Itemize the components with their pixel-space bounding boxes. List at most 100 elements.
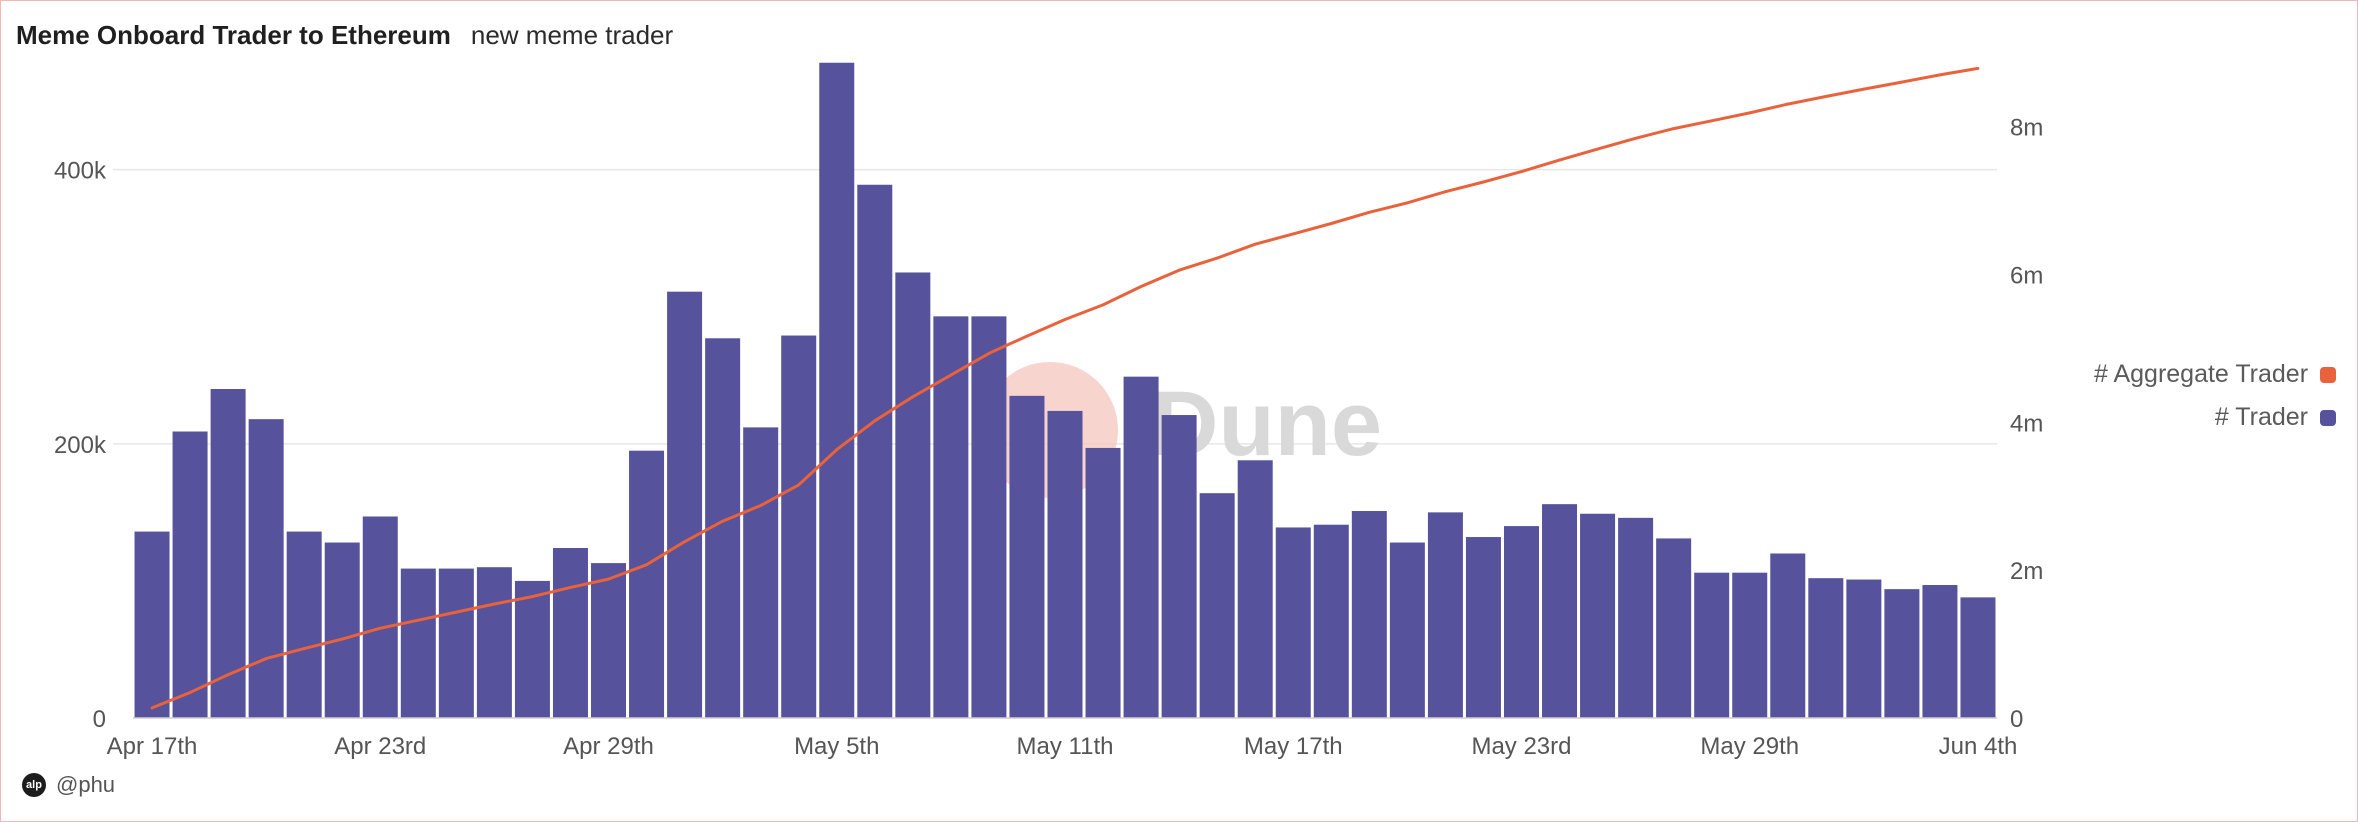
bar [514, 580, 550, 718]
line-point [1672, 127, 1676, 131]
line-point [873, 419, 877, 423]
line-point [531, 595, 534, 599]
line-point [1558, 158, 1561, 162]
y-right-tick-label: 8m [2010, 115, 2043, 142]
bar [1694, 572, 1730, 718]
bar [552, 548, 588, 718]
line-point [645, 563, 648, 567]
line-point [454, 610, 458, 614]
bar [1960, 597, 1996, 718]
bar [210, 389, 246, 718]
y-right-tick-label: 2m [2010, 558, 2043, 585]
bar-series [134, 62, 1996, 719]
author-avatar[interactable]: alp [22, 773, 46, 797]
axes: 0 200k 400k 0 2m 4m 6m 8m Apr 17th Apr 23rd Apr 29… [54, 115, 2043, 760]
bar [895, 272, 931, 718]
legend-swatch-trader [2320, 409, 2336, 426]
bar [1542, 504, 1578, 718]
y-right-tick-label: 6m [2010, 262, 2043, 289]
x-tick-label: May 5th [794, 733, 879, 760]
legend-item-trader[interactable]: # Trader [2215, 403, 2336, 432]
bar [971, 316, 1007, 718]
y-left-tick-label: 0 [93, 706, 106, 733]
line-point [1444, 190, 1447, 194]
x-tick-label: Apr 23rd [334, 733, 426, 760]
bar [591, 563, 627, 718]
line-point [759, 504, 763, 507]
legend-item-aggregate-trader[interactable]: # Aggregate Trader [2094, 360, 2336, 389]
line-point [492, 602, 496, 606]
line-point [1215, 256, 1219, 260]
line-point [987, 352, 991, 355]
line-point [1786, 102, 1790, 106]
legend: # Aggregate Trader # Trader [2076, 360, 2336, 432]
line-point [721, 519, 725, 523]
bar [743, 427, 779, 718]
bar [667, 291, 703, 718]
line-point [1520, 170, 1523, 174]
line-series [150, 66, 1980, 710]
bar [857, 184, 893, 718]
bar [324, 542, 360, 718]
x-tick-label: Jun 4th [1939, 733, 2018, 760]
chart-subtitle: new meme trader [470, 20, 674, 50]
bar [1618, 517, 1654, 718]
x-tick-label: Apr 29th [563, 733, 654, 760]
bar [1085, 447, 1121, 718]
bar [781, 335, 817, 718]
line-point [1063, 318, 1067, 321]
bar [1770, 553, 1806, 718]
line-point [1482, 180, 1485, 184]
bar [172, 431, 208, 718]
legend-swatch-aggregate-trader [2320, 366, 2336, 383]
bar [400, 568, 436, 718]
legend-label-trader: # Trader [2214, 403, 2308, 431]
line-point [1596, 147, 1599, 151]
chart-header: Meme Onboard Trader to Ethereum new meme… [16, 20, 673, 54]
legend-label-aggregate-trader: # Aggregate Trader [2094, 360, 2308, 388]
line-point [264, 657, 268, 661]
bar [1009, 395, 1045, 718]
bar [1808, 578, 1844, 718]
x-tick-label: May 29th [1700, 733, 1799, 760]
line-point [1900, 80, 1904, 84]
line-point [1938, 73, 1942, 77]
bar [1389, 542, 1425, 718]
bar [1846, 579, 1882, 718]
line-point [1862, 87, 1866, 91]
line-point [949, 373, 953, 377]
bar [1237, 460, 1273, 718]
line-point [607, 577, 610, 581]
line-point [797, 483, 801, 487]
x-tick-label: May 17th [1244, 733, 1343, 760]
line-point [416, 618, 420, 622]
line-point [1291, 232, 1295, 236]
bar [819, 62, 855, 719]
author-handle[interactable]: @phu [56, 772, 116, 797]
bar [1427, 512, 1463, 718]
chart-title: Meme Onboard Trader to Ethereum [16, 20, 451, 50]
line-point [150, 706, 154, 710]
line-point [1101, 303, 1105, 307]
bar [1922, 585, 1958, 718]
line-point [1976, 67, 1980, 70]
line-point [1405, 201, 1409, 205]
bar [248, 419, 284, 718]
bar [1580, 513, 1616, 718]
bar [1656, 538, 1692, 718]
bar [476, 567, 512, 718]
line-point [226, 673, 230, 677]
bar [1275, 527, 1311, 718]
bar [286, 531, 322, 718]
bar [1732, 572, 1768, 718]
bar [438, 568, 474, 718]
line-point [569, 586, 572, 589]
line-point [1177, 268, 1181, 272]
footer: alp @phu [22, 772, 115, 798]
line-point [302, 647, 306, 650]
bar [1199, 493, 1235, 718]
line-point [1025, 334, 1029, 338]
bar [1123, 376, 1159, 718]
line-point [188, 691, 192, 694]
